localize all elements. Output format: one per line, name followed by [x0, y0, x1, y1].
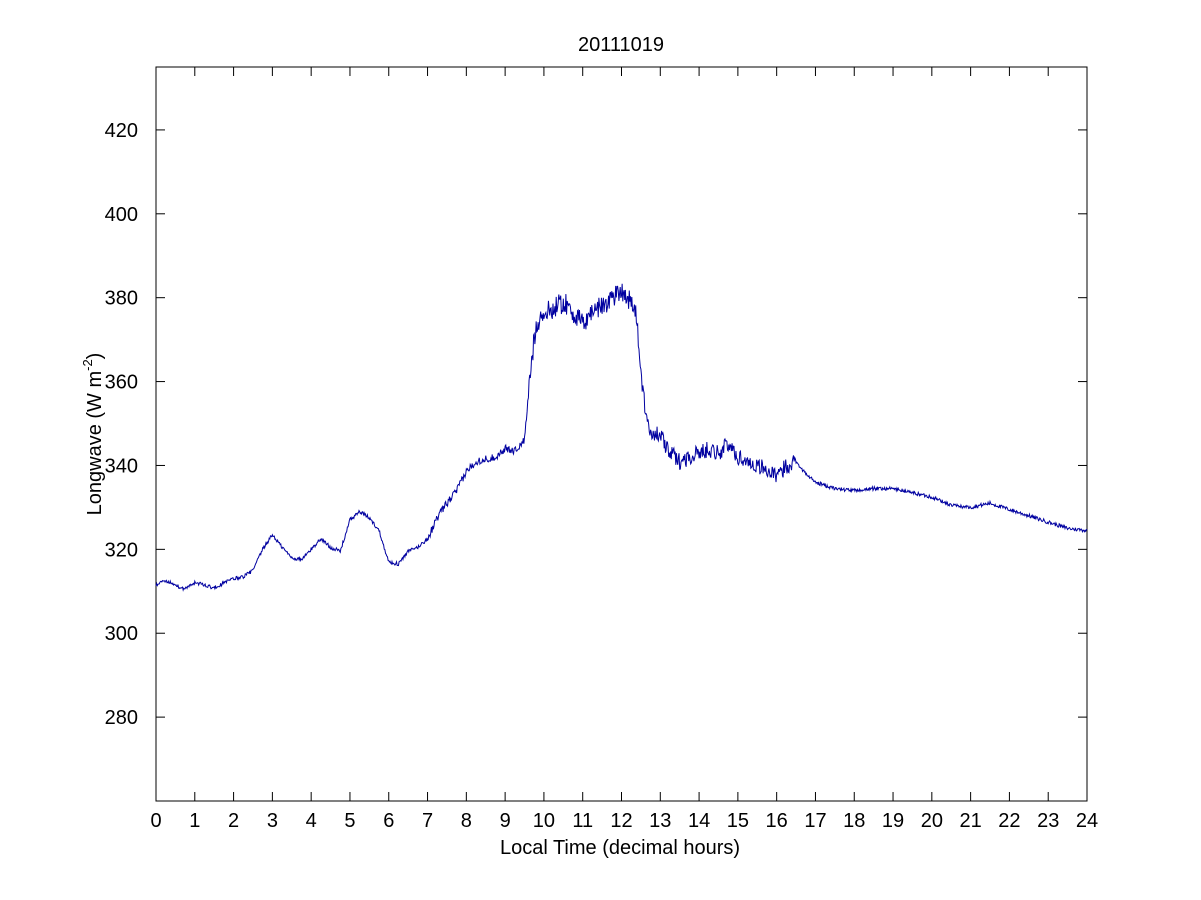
- x-tick-label-18: 18: [843, 810, 865, 832]
- y-tick-label-420: 420: [105, 120, 138, 142]
- y-axis-label: Longwave (W m-2): [80, 353, 106, 516]
- x-tick-label-17: 17: [804, 810, 826, 832]
- x-tick-label-7: 7: [422, 810, 433, 832]
- x-tick-label-21: 21: [960, 810, 982, 832]
- x-axis-label: Local Time (decimal hours): [500, 837, 740, 859]
- x-tick-label-19: 19: [882, 810, 904, 832]
- chart-title: 20111019: [578, 34, 664, 56]
- x-tick-label-11: 11: [572, 810, 593, 832]
- x-tick-label-4: 4: [306, 810, 317, 832]
- x-tick-label-13: 13: [649, 810, 671, 832]
- y-axis-ticks: 280 300 320 340 360 380 400 420: [105, 120, 1087, 729]
- y-tick-label-340: 340: [105, 455, 138, 477]
- x-tick-label-1: 1: [189, 810, 200, 832]
- y-axis-label-main: Longwave (W m: [84, 371, 106, 516]
- longwave-series-line: [155, 283, 1088, 592]
- x-tick-label-24: 24: [1076, 810, 1098, 832]
- x-tick-label-9: 9: [500, 810, 511, 832]
- x-tick-label-16: 16: [766, 810, 788, 832]
- x-tick-label-22: 22: [998, 810, 1020, 832]
- x-tick-label-15: 15: [727, 810, 749, 832]
- x-tick-label-2: 2: [228, 810, 239, 832]
- y-tick-label-400: 400: [105, 204, 138, 226]
- x-tick-label-14: 14: [688, 810, 710, 832]
- y-tick-label-380: 380: [105, 288, 138, 310]
- y-tick-label-280: 280: [105, 707, 138, 729]
- x-tick-label-6: 6: [383, 810, 394, 832]
- y-axis-label-close: ): [84, 353, 106, 360]
- y-tick-label-360: 360: [105, 372, 138, 394]
- x-tick-label-10: 10: [533, 810, 555, 832]
- x-tick-label-8: 8: [461, 810, 472, 832]
- x-tick-label-5: 5: [344, 810, 355, 832]
- x-tick-label-23: 23: [1037, 810, 1059, 832]
- y-tick-label-300: 300: [105, 623, 138, 645]
- x-tick-label-0: 0: [150, 810, 161, 832]
- y-tick-label-320: 320: [105, 539, 138, 561]
- x-axis-ticks: 0 1 2 3 4 5 6 7 8 9 10 11 12 13 14 15 16 17 18 19 20 21 22 23 24: [150, 67, 1098, 832]
- x-tick-label-12: 12: [610, 810, 632, 832]
- x-tick-label-3: 3: [267, 810, 278, 832]
- plot-area: [155, 66, 1088, 802]
- y-axis-label-superscript: -2: [80, 359, 95, 371]
- x-tick-label-20: 20: [921, 810, 943, 832]
